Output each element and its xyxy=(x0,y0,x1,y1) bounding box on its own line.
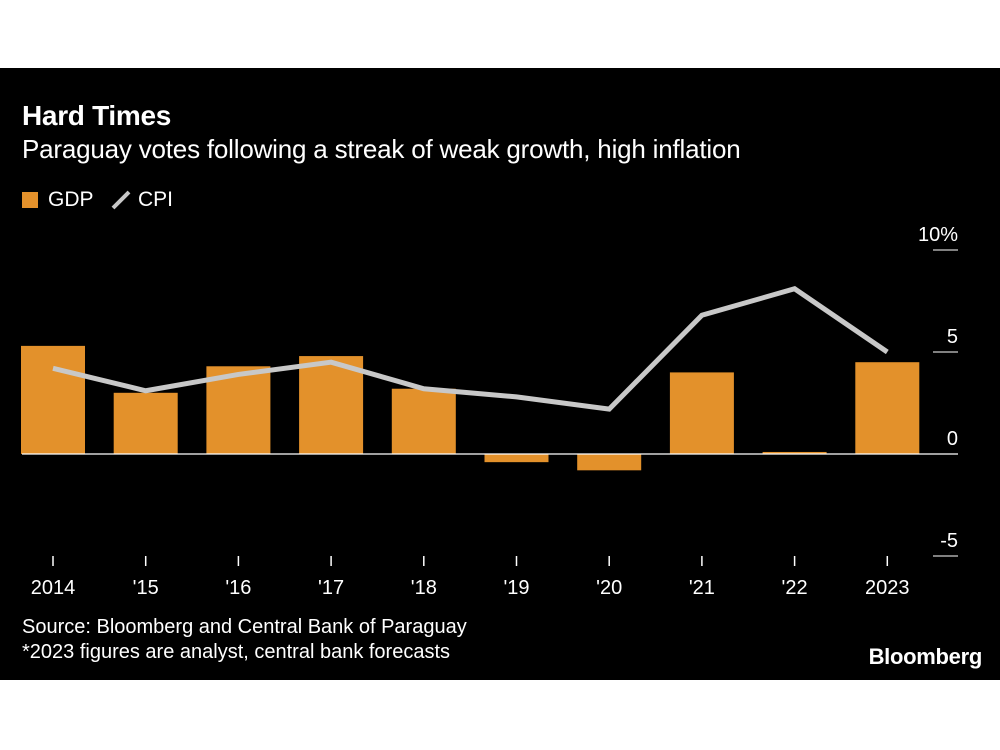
x-tick-label: '20 xyxy=(596,577,622,599)
gdp-bar xyxy=(669,372,734,454)
gdp-bar xyxy=(299,356,364,454)
x-tick-label: '15 xyxy=(133,577,159,599)
y-tick-label: 0 xyxy=(947,428,958,450)
chart-panel: Hard Times Paraguay votes following a st… xyxy=(0,68,1000,680)
y-tick-label: -5 xyxy=(940,530,958,552)
gdp-bar xyxy=(577,454,642,471)
x-tick-label: 2014 xyxy=(31,577,76,599)
bloomberg-logo: Bloomberg xyxy=(868,644,983,669)
gdp-cpi-chart: 10% 5 0 -5 2014 '15 '16 '17 '18 '19 '20 '21 '22 2023 xyxy=(21,224,958,599)
legend-gdp-swatch xyxy=(22,192,38,208)
gdp-bar xyxy=(484,454,549,463)
gdp-bar xyxy=(113,392,178,454)
chart-subtitle: Paraguay votes following a streak of wea… xyxy=(22,134,741,164)
gdp-bar xyxy=(762,451,827,454)
x-tick-label: '16 xyxy=(225,577,251,599)
x-tick-label: '18 xyxy=(411,577,437,599)
x-tick-label: '19 xyxy=(503,577,529,599)
legend-gdp-label: GDP xyxy=(48,188,94,211)
y-tick-label: 5 xyxy=(947,326,958,348)
legend-cpi-label: CPI xyxy=(138,188,174,211)
chart-title: Hard Times xyxy=(22,100,171,131)
cpi-line xyxy=(52,286,889,412)
gdp-bar xyxy=(391,388,456,454)
gdp-bar xyxy=(206,366,271,454)
x-tick-label: 2023 xyxy=(865,577,910,599)
x-tick-label: '21 xyxy=(689,577,715,599)
x-tick-label: '17 xyxy=(318,577,344,599)
x-tick-label: '22 xyxy=(782,577,808,599)
forecast-note: *2023 figures are analyst, central bank … xyxy=(22,641,451,663)
legend-cpi-swatch xyxy=(111,190,131,210)
gdp-bar xyxy=(21,345,85,454)
source-note: Source: Bloomberg and Central Bank of Pa… xyxy=(22,616,467,638)
y-tick-label: 10% xyxy=(918,224,958,246)
gdp-bar xyxy=(855,362,920,454)
